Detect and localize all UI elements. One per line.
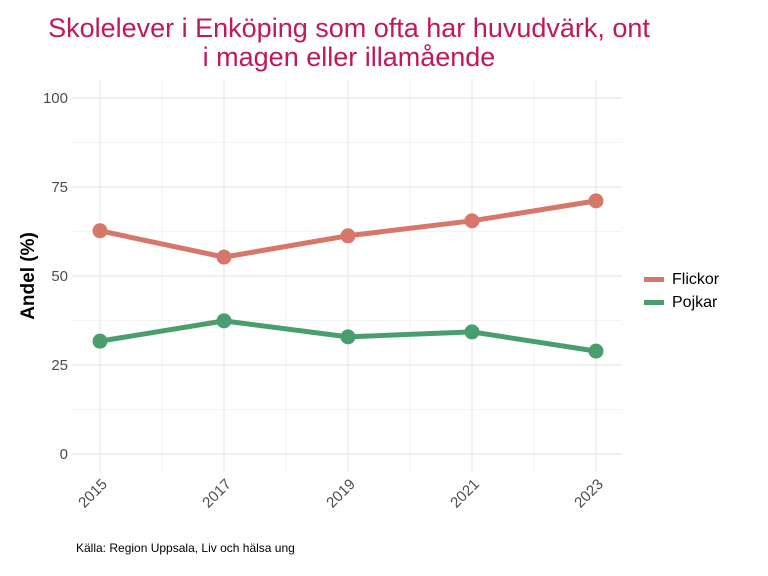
legend-key [644,277,664,282]
data-point-pojkar [340,329,356,345]
data-point-pojkar [216,313,232,329]
x-tick-label: 2015 [75,476,111,512]
data-point-flickor [340,228,356,244]
data-point-pojkar [588,343,604,359]
title-line-1: Skolelever i Enköping som ofta har huvud… [48,13,650,43]
y-tick-label: 100 [43,90,68,107]
y-tick-label: 50 [51,268,68,285]
legend-label: Flickor [672,270,720,288]
data-point-pojkar [464,324,480,340]
legend: Flickor Pojkar [644,268,719,314]
data-point-pojkar [92,333,108,349]
y-tick-label: 25 [51,357,68,374]
x-tick-label: 2023 [571,476,607,512]
legend-label: Pojkar [672,293,718,311]
x-tick-label: 2017 [199,476,235,512]
caption: Källa: Region Uppsala, Liv och hälsa ung [76,541,295,555]
x-tick-label: 2019 [323,476,359,512]
legend-item-pojkar: Pojkar [644,291,719,314]
data-point-flickor [464,213,480,229]
chart-title: Skolelever i Enköping som ofta har huvud… [0,14,698,72]
data-point-flickor [92,223,108,239]
legend-item-flickor: Flickor [644,268,719,291]
data-point-flickor [588,193,604,209]
data-point-flickor [216,249,232,265]
x-tick-label: 2021 [447,476,483,512]
y-tick-label: 75 [51,179,68,196]
y-tick-label: 0 [60,446,68,463]
title-line-2: i magen eller illamående [202,42,496,72]
legend-key [644,300,664,305]
